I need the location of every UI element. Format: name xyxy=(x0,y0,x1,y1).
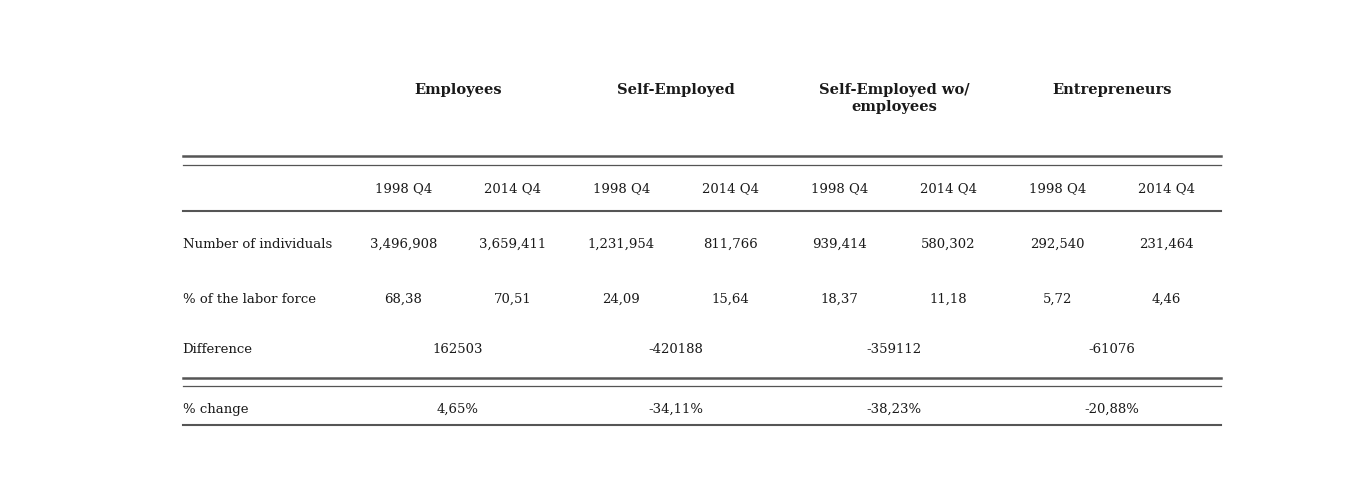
Text: 1998 Q4: 1998 Q4 xyxy=(1029,182,1086,195)
Text: 24,09: 24,09 xyxy=(602,293,640,306)
Text: -359112: -359112 xyxy=(867,343,921,356)
Text: 18,37: 18,37 xyxy=(821,293,859,306)
Text: -420188: -420188 xyxy=(648,343,704,356)
Text: 292,540: 292,540 xyxy=(1030,238,1084,251)
Text: 70,51: 70,51 xyxy=(493,293,531,306)
Text: 811,766: 811,766 xyxy=(703,238,758,251)
Text: % of the labor force: % of the labor force xyxy=(182,293,315,306)
Text: 5,72: 5,72 xyxy=(1042,293,1072,306)
Text: 4,65%: 4,65% xyxy=(438,403,478,416)
Text: 162503: 162503 xyxy=(432,343,484,356)
Text: 2014 Q4: 2014 Q4 xyxy=(1137,182,1195,195)
Text: Self-Employed wo/
employees: Self-Employed wo/ employees xyxy=(818,84,969,114)
Text: 1998 Q4: 1998 Q4 xyxy=(593,182,650,195)
Text: 580,302: 580,302 xyxy=(921,238,976,251)
Text: Number of individuals: Number of individuals xyxy=(182,238,332,251)
Text: 15,64: 15,64 xyxy=(712,293,749,306)
Text: -20,88%: -20,88% xyxy=(1084,403,1139,416)
Text: -61076: -61076 xyxy=(1089,343,1135,356)
Text: % change: % change xyxy=(182,403,247,416)
Text: 2014 Q4: 2014 Q4 xyxy=(920,182,977,195)
Text: 939,414: 939,414 xyxy=(813,238,867,251)
Text: 4,46: 4,46 xyxy=(1152,293,1181,306)
Text: 2014 Q4: 2014 Q4 xyxy=(703,182,758,195)
Text: Difference: Difference xyxy=(182,343,253,356)
Text: 1998 Q4: 1998 Q4 xyxy=(811,182,868,195)
Text: Entrepreneurs: Entrepreneurs xyxy=(1052,84,1171,97)
Text: 2014 Q4: 2014 Q4 xyxy=(484,182,541,195)
Text: 3,496,908: 3,496,908 xyxy=(370,238,438,251)
Text: 1998 Q4: 1998 Q4 xyxy=(375,182,432,195)
Text: 231,464: 231,464 xyxy=(1139,238,1193,251)
Text: -38,23%: -38,23% xyxy=(867,403,921,416)
Text: 3,659,411: 3,659,411 xyxy=(478,238,546,251)
Text: Self-Employed: Self-Employed xyxy=(617,84,735,97)
Text: 1,231,954: 1,231,954 xyxy=(588,238,655,251)
Text: Employees: Employees xyxy=(414,84,501,97)
Text: -34,11%: -34,11% xyxy=(648,403,704,416)
Text: 11,18: 11,18 xyxy=(930,293,968,306)
Text: 68,38: 68,38 xyxy=(385,293,423,306)
